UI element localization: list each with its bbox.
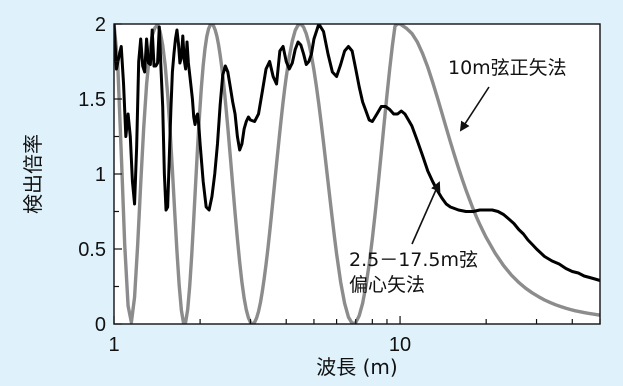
annotation-10m-versine-arrow <box>459 86 490 132</box>
y-tick-label: 0.5 <box>78 239 106 261</box>
x-tick-label: 10 <box>389 334 411 356</box>
x-tick-label: 1 <box>108 334 119 356</box>
series-line-eccentric-versine <box>114 24 600 282</box>
y-axis: 0 0.5 1 1.5 2 <box>78 14 122 336</box>
y-axis-title: 検出倍率 <box>21 134 45 214</box>
annotation-10m-versine-label: 10m弦正矢法 <box>448 57 567 79</box>
series-line-10m-versine <box>114 24 600 324</box>
annotation-eccentric-label-line1: 2.5－17.5m弦 <box>349 249 478 271</box>
x-axis: 1 10 <box>108 316 601 356</box>
y-tick-label: 2 <box>95 14 106 36</box>
y-tick-label: 0 <box>95 314 106 336</box>
y-tick-label: 1.5 <box>78 89 106 111</box>
y-tick-label: 1 <box>95 164 106 186</box>
annotation-eccentric-arrow <box>411 181 441 245</box>
x-axis-title: 波長 (m) <box>316 355 397 379</box>
series-layer <box>114 24 600 324</box>
annotation-eccentric-label-line2: 偏心矢法 <box>349 274 425 296</box>
